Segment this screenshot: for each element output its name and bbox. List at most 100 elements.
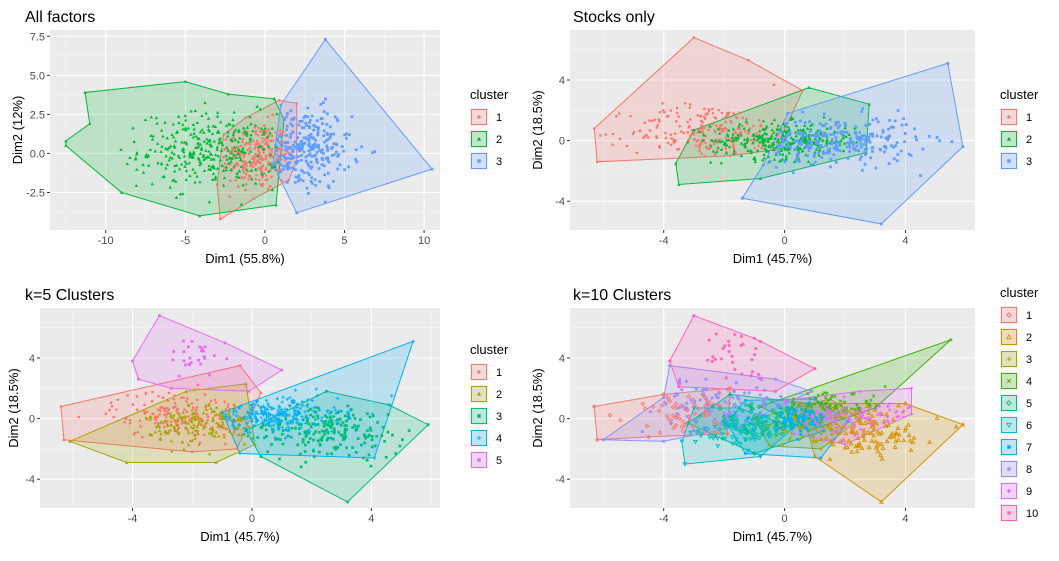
data-point: [334, 447, 338, 451]
data-point: [701, 392, 706, 396]
data-point: [739, 130, 743, 134]
data-point: [324, 420, 327, 423]
data-point: [764, 126, 768, 130]
data-point: [208, 426, 213, 430]
data-point: [132, 139, 136, 143]
data-point: [207, 129, 212, 133]
data-point: [226, 130, 230, 134]
legend-label: 3: [496, 411, 502, 423]
y-axis-label: Dim2 (18.5%): [530, 368, 545, 447]
data-point: [755, 385, 759, 390]
data-point: [245, 427, 250, 432]
data-point: [134, 156, 138, 160]
data-point: [188, 174, 192, 178]
data-point: [707, 409, 712, 414]
data-point: [274, 438, 278, 441]
data-point: [368, 415, 372, 419]
data-point: [763, 143, 768, 147]
data-point: [186, 397, 189, 400]
data-point: [673, 132, 677, 135]
data-point: [807, 145, 811, 149]
data-point: [692, 411, 698, 417]
data-point: [643, 135, 647, 138]
data-point: [300, 146, 304, 150]
data-point: [825, 151, 829, 154]
data-point: [182, 154, 187, 158]
data-point: [281, 410, 285, 414]
data-point: [794, 123, 799, 128]
data-point: [698, 143, 702, 147]
legend-key-marker: [1006, 136, 1012, 141]
data-point: [225, 145, 229, 149]
data-point: [300, 169, 304, 173]
data-point: [355, 160, 359, 164]
data-point: [766, 434, 772, 440]
data-point: [314, 430, 317, 434]
data-point: [317, 167, 321, 170]
data-point: [866, 444, 872, 450]
data-point: [708, 160, 713, 164]
data-point: [204, 420, 209, 424]
data-point: [264, 418, 268, 422]
data-point: [169, 144, 173, 148]
data-point: [275, 149, 278, 153]
data-point: [209, 152, 214, 156]
data-point: [187, 161, 191, 165]
data-point: [831, 419, 835, 423]
y-tick-label: 0: [29, 414, 35, 426]
data-point: [198, 142, 203, 146]
data-point: [234, 410, 239, 414]
data-point: [231, 149, 234, 152]
data-point: [306, 171, 310, 175]
data-point: [190, 412, 194, 416]
data-point: [751, 414, 757, 419]
data-point: [739, 343, 743, 348]
legend-item-8: 8: [1000, 460, 1032, 478]
plot-background: [50, 30, 440, 230]
data-point: [210, 132, 215, 136]
data-point: [163, 120, 167, 124]
data-point: [673, 415, 679, 420]
data-point: [888, 408, 892, 412]
data-point: [752, 137, 756, 141]
data-point: [230, 156, 235, 160]
data-point: [283, 427, 288, 432]
data-point: [234, 178, 237, 182]
data-point: [862, 143, 866, 146]
data-point: [266, 144, 271, 148]
data-point: [784, 142, 788, 146]
data-point: [343, 427, 347, 431]
data-point: [169, 420, 173, 424]
data-point: [337, 430, 340, 434]
data-point: [875, 441, 881, 446]
data-point: [278, 457, 281, 461]
data-point: [192, 417, 196, 421]
data-point: [674, 161, 678, 165]
data-point: [238, 155, 242, 159]
data-point: [730, 441, 736, 447]
data-point: [276, 138, 279, 142]
data-point: [770, 128, 774, 132]
data-point: [186, 126, 191, 130]
y-tick-label: -4: [25, 474, 35, 486]
data-point: [843, 121, 847, 125]
data-point: [900, 410, 905, 415]
data-point: [841, 130, 845, 134]
data-point: [174, 405, 177, 408]
data-point: [324, 97, 327, 101]
data-point: [859, 427, 863, 432]
data-point: [125, 161, 130, 166]
data-point: [307, 139, 311, 143]
data-point: [294, 175, 298, 179]
data-point: [812, 411, 816, 414]
data-point: [360, 145, 364, 149]
data-point: [264, 168, 268, 171]
data-point: [762, 388, 767, 392]
data-point: [279, 407, 284, 412]
legend-label: 2: [1026, 332, 1032, 344]
data-point: [747, 416, 750, 420]
data-point: [430, 167, 434, 171]
data-point: [322, 424, 326, 428]
data-point: [242, 442, 247, 446]
data-point: [283, 414, 287, 419]
